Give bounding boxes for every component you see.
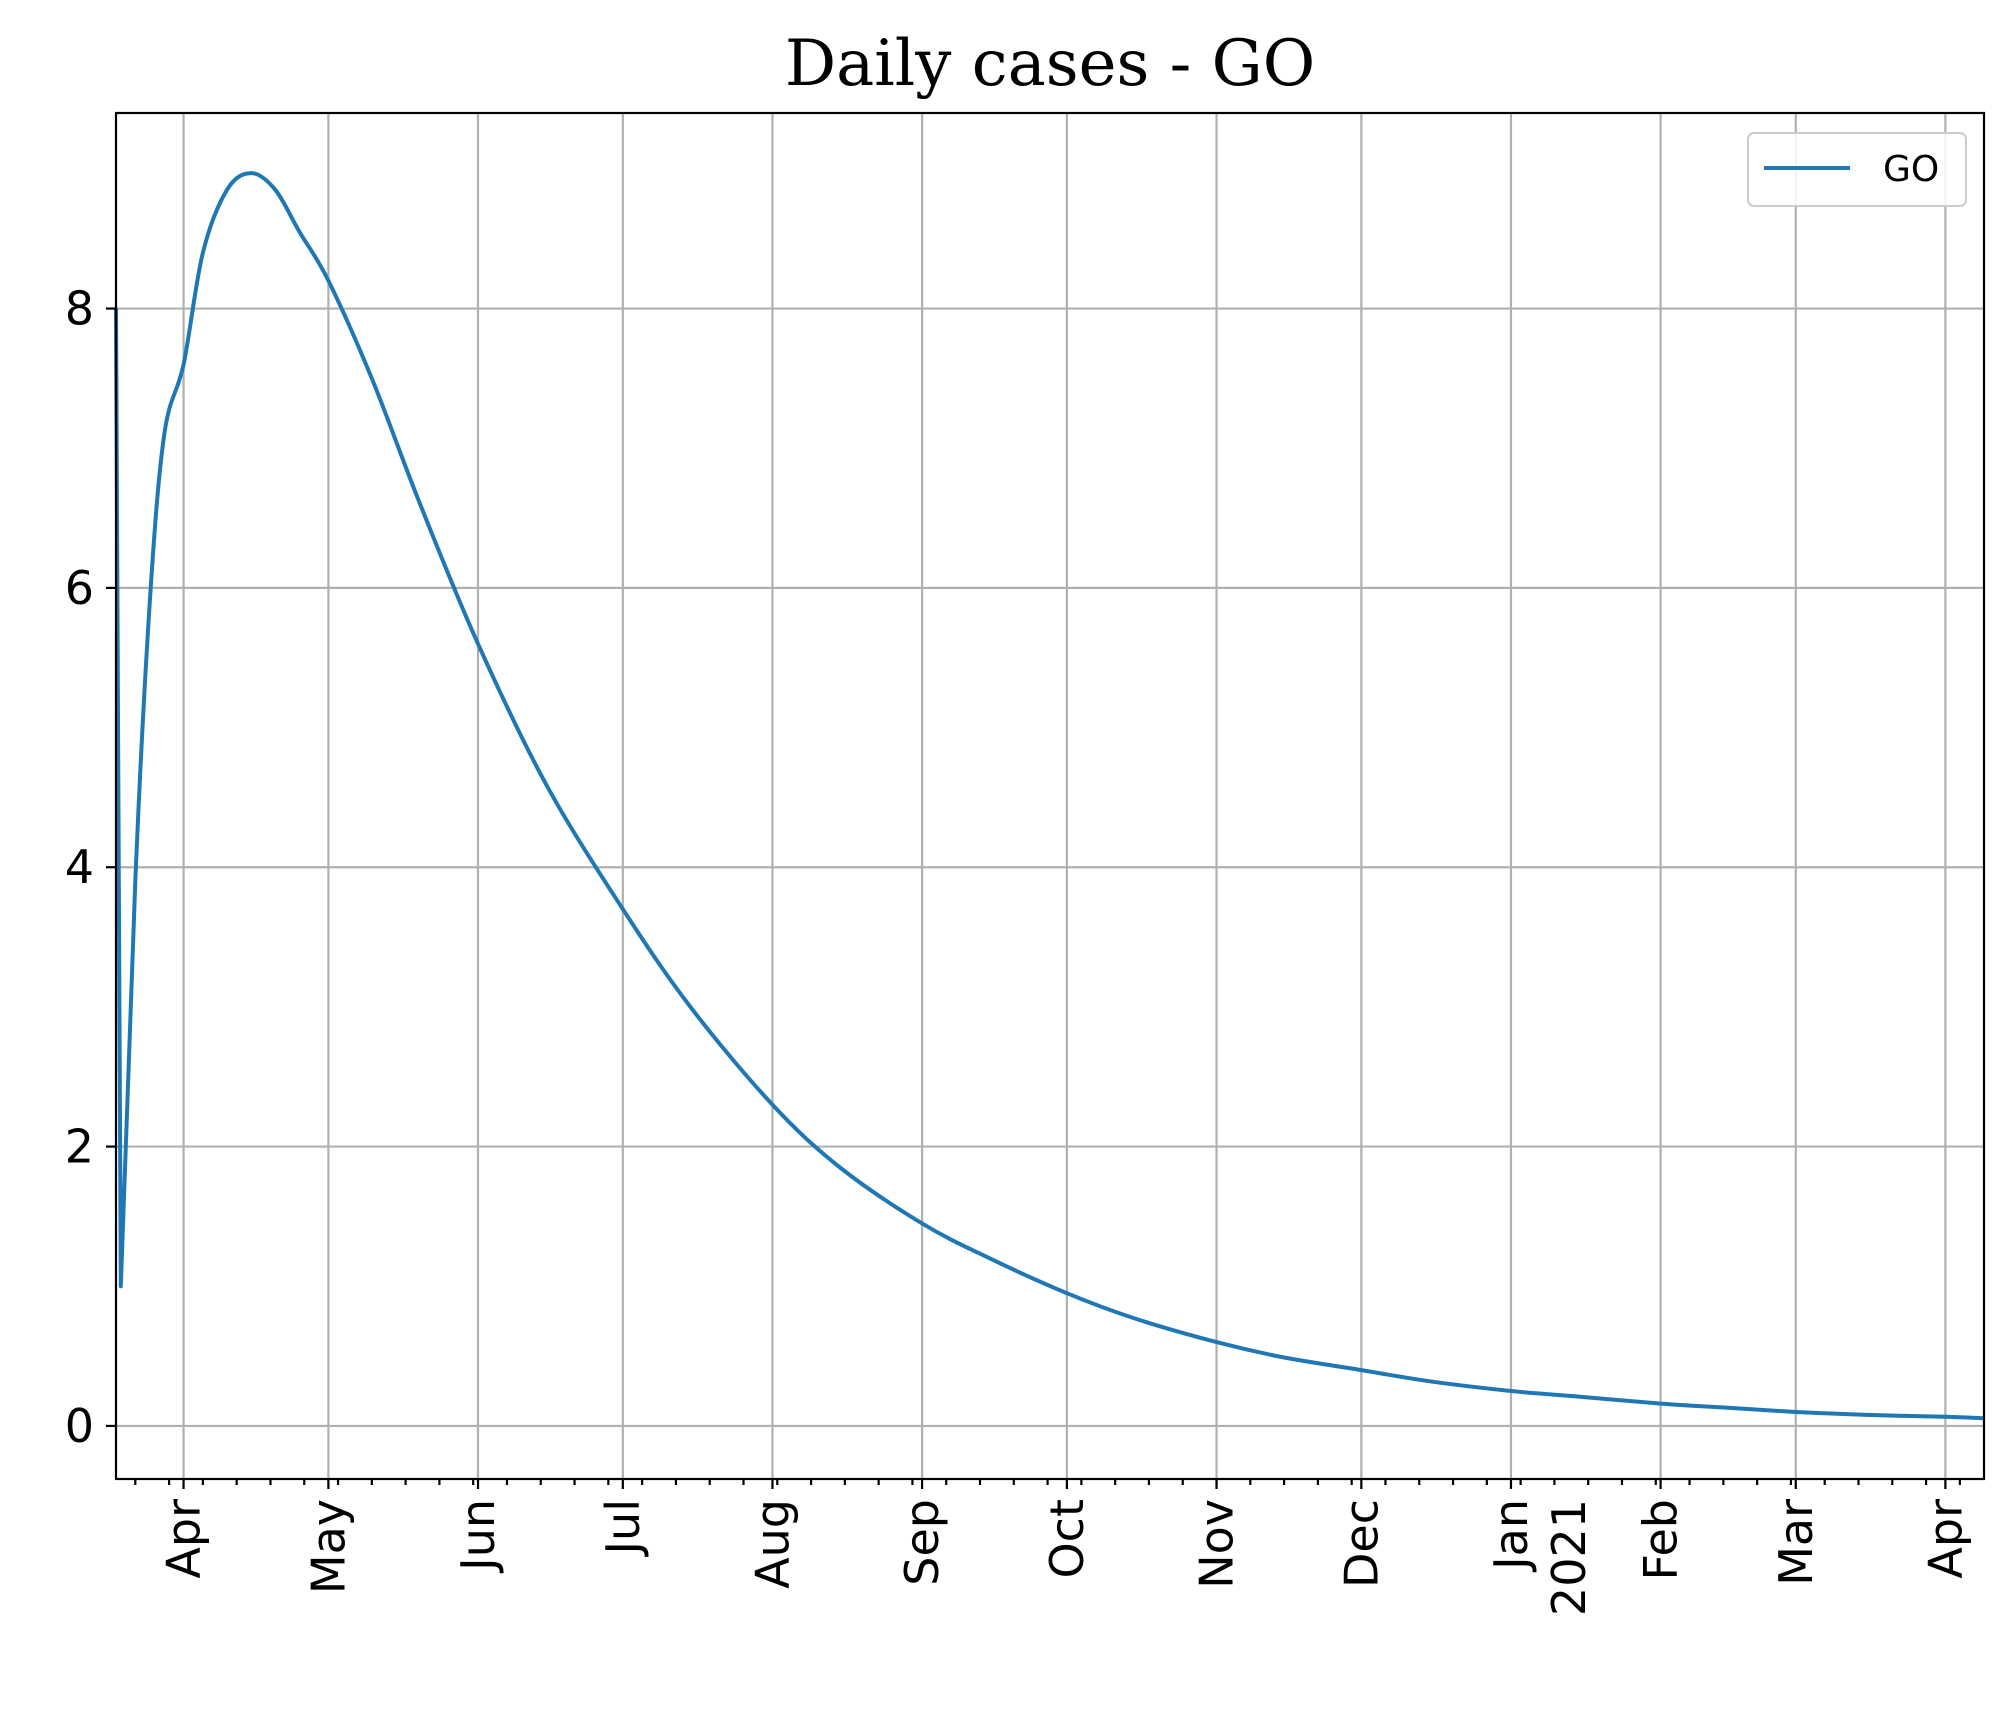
x-tick-label: Aug [745,1499,799,1589]
x-tick-label-group: Dec [1334,1499,1388,1588]
legend-label-go: GO [1883,149,1939,190]
x-tick-label: Mar [1769,1499,1823,1586]
x-tick-label-group: Mar [1769,1499,1823,1586]
x-tick-label: May [301,1499,355,1594]
legend-box [1747,132,1967,207]
x-tick-label: Sep [895,1499,949,1586]
x-tick-label: Apr [1918,1499,1972,1579]
x-tick-label-group: Oct [1040,1499,1094,1579]
series-layer [114,171,1985,1421]
y-tick-label: 4 [65,840,94,894]
x-tick-label: Dec [1334,1499,1388,1588]
y-tick-label: 6 [65,561,94,615]
legend: GO [1747,132,1967,207]
x-tick-label-group: Apr [1918,1499,1972,1579]
x-tick-label: Jul [596,1499,650,1558]
x-tick-label-group: Apr [157,1499,211,1579]
y-tick-label: 2 [65,1120,94,1174]
x-tick-label-group: Jan 2021 [1484,1499,1596,1616]
x-tick-label: Jun [451,1499,505,1574]
x-tick-label-group: Jul [596,1499,650,1558]
x-tick-label: Oct [1040,1499,1094,1579]
y-tick-label: 8 [65,282,94,336]
axis-ticks: 0 2 4 6 8 Apr May Jun Jul Aug Sep Oct Nov Dec Jan 2021 F… [65,282,1973,1617]
x-tick-label: Feb [1634,1499,1688,1580]
y-tick-label: 0 [65,1399,94,1453]
x-tick-label-group: Jun [451,1499,505,1574]
x-tick-label: Jan [1484,1499,1538,1573]
x-tick-label-group: Aug [745,1499,799,1589]
x-tick-label-group: Sep [895,1499,949,1586]
series-line-go [114,171,1985,1421]
chart-title: Daily cases - GO [785,27,1315,101]
x-tick-label: Nov [1190,1499,1244,1589]
x-tick-label: Apr [157,1499,211,1579]
x-tick-label-year: 2021 [1542,1499,1596,1616]
x-tick-label-group: May [301,1499,355,1594]
plot-frame [114,111,1986,1481]
x-tick-label-group: Feb [1634,1499,1688,1580]
grid-lines [116,113,1984,1479]
x-tick-label-group: Nov [1190,1499,1244,1589]
